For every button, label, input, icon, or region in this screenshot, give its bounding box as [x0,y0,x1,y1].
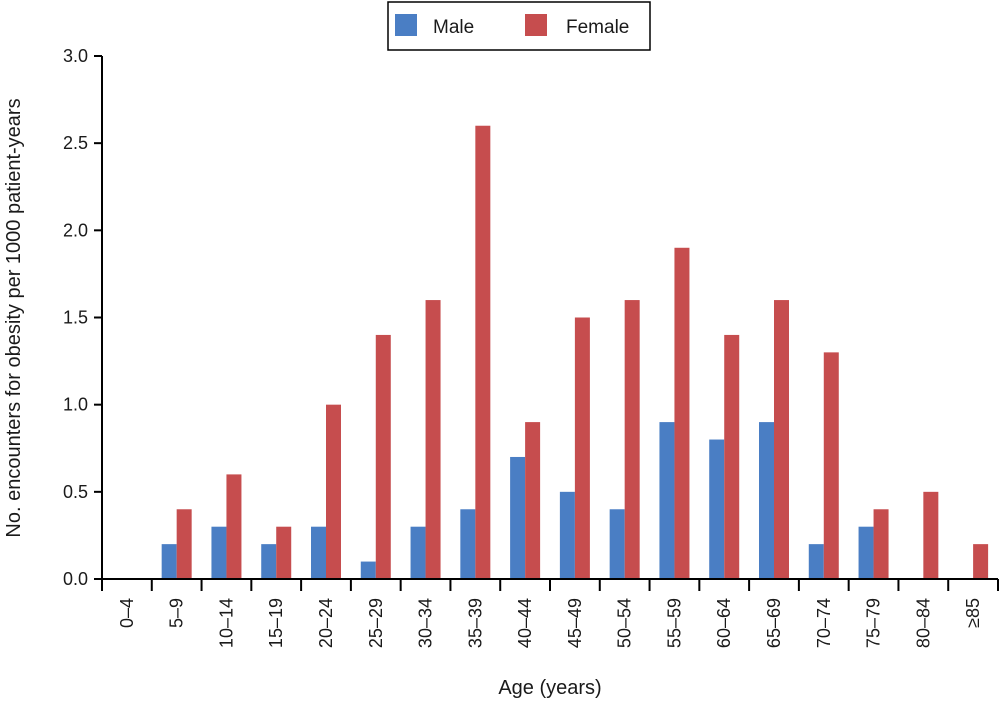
bar-male-6 [410,526,426,579]
legend-label-female: Female [566,17,629,38]
x-tick-label-10: 50–54 [615,598,635,648]
y-tick-label-2: 1.0 [63,395,88,415]
y-tick-label-0: 0.0 [63,569,88,589]
bars-group [161,125,989,579]
bar-female-3 [276,526,292,579]
bar-male-3 [261,544,277,579]
bar-male-7 [460,509,476,579]
bar-female-1 [176,509,192,579]
bar-female-7 [475,125,491,579]
y-ticks-group: 0.0 0.5 1.0 1.5 2.0 2.5 3.0 [63,46,102,589]
x-tick-label-14: 70–74 [814,598,834,648]
x-tick-label-12: 60–64 [714,598,734,648]
x-tick-label-2: 10–14 [216,598,236,648]
y-tick-label-5: 2.5 [63,133,88,153]
bar-male-11 [659,422,675,579]
bar-female-13 [774,300,789,579]
x-tick-label-4: 20–24 [316,598,336,648]
legend-label-male: Male [433,17,474,38]
bar-male-15 [858,526,874,579]
y-tick-label-4: 2.0 [63,220,88,240]
legend-swatch-male [395,14,417,36]
bar-male-9 [559,491,575,579]
bar-male-12 [709,439,725,579]
bar-male-4 [311,526,326,579]
x-tick-label-16: 80–84 [913,598,933,648]
bar-female-2 [226,474,242,579]
x-tick-label-7: 35–39 [465,598,485,648]
bar-female-10 [624,300,640,579]
bar-male-5 [360,561,376,579]
bar-female-16 [923,491,939,579]
legend-box [387,1,651,51]
x-tick-label-13: 65–69 [764,598,784,648]
x-tick-label-15: 75–79 [864,598,884,648]
bar-male-14 [808,544,824,579]
legend-swatch-female [525,14,547,36]
y-tick-label-1: 0.5 [63,482,88,502]
x-tick-label-6: 30–34 [416,598,436,648]
legend: Male Female [387,1,651,51]
bar-male-8 [510,456,526,579]
bar-female-4 [326,404,341,579]
bar-male-1 [161,544,177,579]
y-tick-label-3: 1.5 [63,308,88,328]
x-tick-label-1: 5–9 [167,598,187,628]
x-tick-label-0: 0–4 [117,598,137,628]
bar-female-8 [525,422,541,579]
bar-female-9 [574,317,590,579]
x-tick-label-3: 15–19 [266,598,286,648]
bar-female-5 [375,334,391,579]
bar-male-10 [609,509,625,579]
x-tick-label-5: 25–29 [366,598,386,648]
bar-female-15 [873,509,889,579]
y-axis-title: No. encounters for obesity per 1000 pati… [3,98,25,537]
bar-female-17 [973,544,989,579]
bar-female-14 [823,352,839,579]
bar-female-12 [724,334,740,579]
bar-male-13 [759,422,774,579]
x-tick-label-17: ≥85 [963,598,983,628]
bar-male-2 [211,526,227,579]
bar-female-11 [674,247,690,579]
x-tick-label-9: 45–49 [565,598,585,648]
x-tick-label-11: 55–59 [664,598,684,648]
y-tick-label-6: 3.0 [63,46,88,66]
x-ticks-group: 0–4 5–9 10–14 15–19 20–24 25–29 30–34 35–39 40–4… [101,579,999,648]
x-tick-label-8: 40–44 [515,598,535,648]
x-axis-title: Age (years) [498,677,601,699]
bar-female-6 [425,300,441,579]
